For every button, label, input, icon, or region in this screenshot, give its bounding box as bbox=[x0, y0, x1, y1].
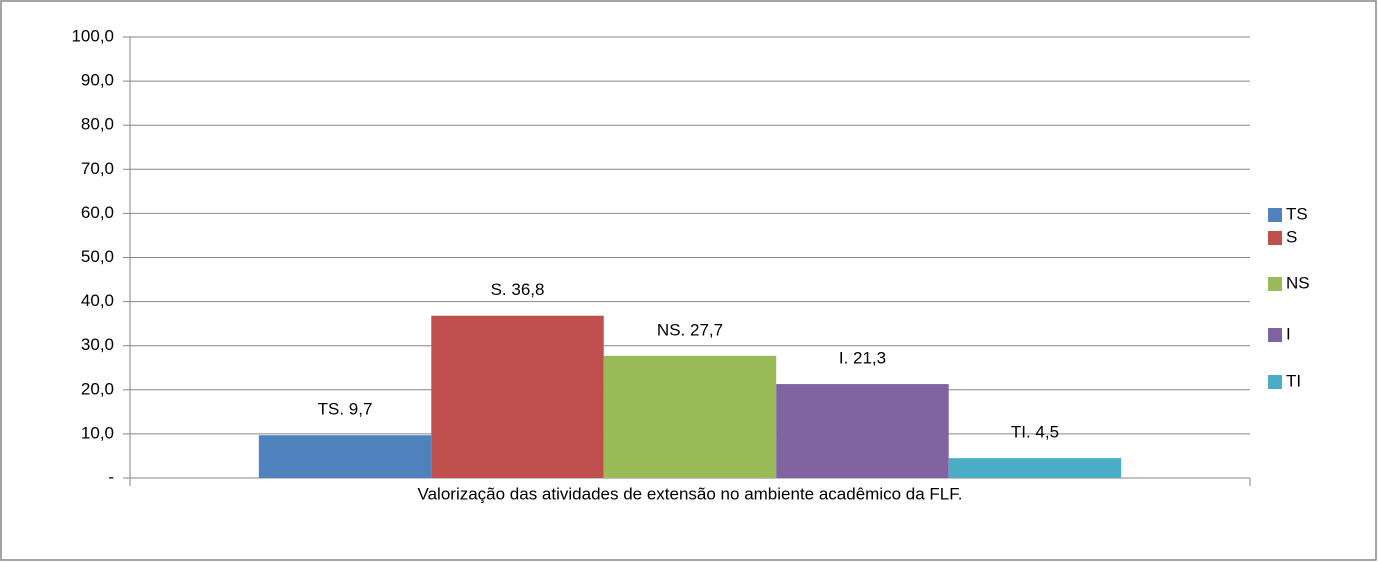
legend-swatch bbox=[1268, 208, 1282, 222]
data-label: TS. 9,7 bbox=[318, 400, 373, 419]
legend-swatch bbox=[1268, 231, 1282, 245]
data-label: NS. 27,7 bbox=[657, 320, 723, 339]
x-tick-label: Valorização das atividades de extensão n… bbox=[418, 484, 963, 503]
y-tick-label: 70,0 bbox=[81, 159, 114, 178]
bar bbox=[948, 458, 1122, 478]
bar bbox=[258, 435, 432, 478]
y-tick-label: 60,0 bbox=[81, 203, 114, 222]
bar bbox=[603, 355, 777, 478]
y-tick-label: - bbox=[108, 467, 114, 486]
data-label: I. 21,3 bbox=[839, 349, 886, 368]
y-tick-label: 50,0 bbox=[81, 247, 114, 266]
legend-label: TS bbox=[1286, 204, 1308, 223]
y-tick-label: 10,0 bbox=[81, 423, 114, 442]
legend-label: I bbox=[1286, 324, 1291, 343]
y-tick-label: 100,0 bbox=[71, 26, 114, 45]
data-label: TI. 4,5 bbox=[1011, 423, 1059, 442]
legend-label: NS bbox=[1286, 273, 1310, 292]
legend-label: S bbox=[1286, 227, 1297, 246]
legend-label: TI bbox=[1286, 371, 1301, 390]
bar bbox=[431, 315, 604, 478]
bar bbox=[776, 384, 949, 478]
y-tick-label: 90,0 bbox=[81, 71, 114, 90]
legend-swatch bbox=[1268, 375, 1282, 389]
y-tick-label: 80,0 bbox=[81, 115, 114, 134]
legend-swatch bbox=[1268, 328, 1282, 342]
legend-swatch bbox=[1268, 277, 1282, 291]
y-tick-label: 30,0 bbox=[81, 335, 114, 354]
y-tick-label: 20,0 bbox=[81, 379, 114, 398]
data-label: S. 36,8 bbox=[491, 280, 545, 299]
y-tick-label: 40,0 bbox=[81, 291, 114, 310]
